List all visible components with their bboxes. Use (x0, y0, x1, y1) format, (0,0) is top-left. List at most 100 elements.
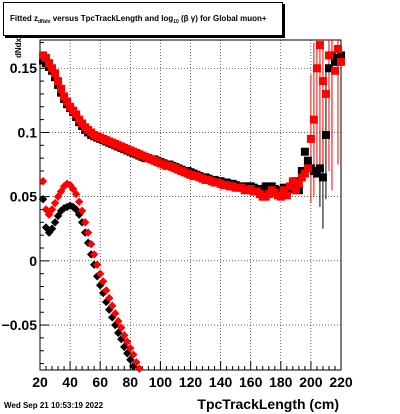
y-tick-label: 0.1 (18, 124, 38, 140)
data-point-square (51, 69, 60, 78)
data-point-square (72, 110, 81, 119)
data-point-square (276, 192, 285, 201)
data-point-diamond (41, 205, 51, 214)
data-point-diamond (132, 358, 141, 367)
x-tick-label: 20 (32, 374, 48, 390)
data-point-diamond (108, 313, 117, 322)
data-point-diamond (59, 204, 69, 213)
data-point-square (324, 64, 333, 73)
data-point-square (63, 97, 72, 106)
data-point-diamond (89, 250, 99, 259)
data-point-square (294, 179, 303, 188)
data-point-diamond (77, 206, 87, 215)
y-tick-label: 0.15 (10, 60, 37, 76)
data-point-diamond (135, 364, 144, 373)
data-point-square (309, 115, 318, 124)
data-point-square (300, 147, 309, 156)
data-point-diamond (38, 195, 48, 204)
x-axis-label: TpcTrackLength (cm) (197, 396, 339, 412)
title-prefix: Fitted z (10, 14, 38, 23)
data-point-diamond (50, 218, 60, 227)
data-point-square (42, 53, 51, 62)
title-suffix: (β γ) for Global muon+ (178, 14, 267, 23)
data-point-diamond (38, 177, 48, 186)
chart-title-box: Fitted zdNdx versus TpcTrackLength and l… (3, 2, 283, 36)
data-point-diamond (44, 228, 54, 237)
y-axis-label: dNdx (14, 38, 23, 58)
data-point-diamond (102, 286, 111, 295)
data-point-square (288, 177, 297, 186)
data-point-diamond (129, 361, 138, 371)
y-tick-label: 0.05 (10, 189, 37, 205)
data-point-diamond (99, 277, 108, 286)
data-point-diamond (80, 218, 90, 227)
data-point-diamond (83, 228, 93, 237)
data-point-square (54, 77, 63, 86)
data-point-diamond (86, 239, 96, 249)
x-tick-label: 80 (123, 374, 139, 390)
data-point-diamond (108, 301, 117, 310)
x-tick-label: 200 (299, 374, 323, 390)
data-point-square (324, 51, 333, 60)
data-point-diamond (96, 281, 105, 290)
data-point-square (315, 164, 324, 173)
x-tick-label: 60 (92, 374, 108, 390)
title-middle: versus TpcTrackLength and log (50, 14, 174, 23)
data-point-diamond (126, 343, 135, 353)
data-point-square (48, 64, 57, 73)
y-tick-label: 0 (29, 253, 37, 269)
data-point-square (303, 164, 312, 173)
data-point-diamond (47, 224, 57, 233)
data-point-diamond (50, 198, 60, 208)
x-tick-label: 160 (239, 374, 263, 390)
data-point-diamond (47, 205, 57, 214)
y-tick-label: −0.05 (2, 317, 38, 333)
data-point-diamond (129, 350, 138, 359)
x-tick-label: 220 (329, 374, 353, 390)
data-point-square (312, 64, 321, 73)
data-point-square (337, 57, 345, 66)
data-point-square (330, 66, 339, 75)
data-point-diamond (117, 334, 126, 344)
data-point-diamond (120, 331, 129, 340)
data-point-diamond (117, 323, 126, 332)
data-point-square (312, 169, 321, 178)
data-point-square (60, 92, 69, 101)
data-point-square (321, 131, 330, 140)
data-point-square (45, 59, 54, 68)
data-point-square (318, 77, 327, 86)
data-point-diamond (111, 309, 120, 318)
x-tick-label: 180 (269, 374, 293, 390)
data-point-diamond (44, 210, 54, 219)
data-point-square (315, 41, 324, 50)
data-point-square (321, 89, 330, 98)
title-subscript-dndx: dNdx (38, 19, 51, 25)
data-point-diamond (114, 317, 123, 326)
data-point-square (318, 173, 327, 182)
data-point-square (337, 51, 345, 60)
data-point-diamond (105, 293, 114, 303)
data-point-diamond (74, 197, 84, 206)
data-point-square (333, 44, 342, 53)
x-tick-label: 100 (149, 374, 173, 390)
timestamp: Wed Sep 21 10:53:19 2022 (4, 401, 104, 410)
data-point-square (303, 156, 312, 165)
data-point-square (279, 186, 288, 195)
data-point-square (285, 182, 294, 191)
data-point-square (57, 84, 66, 93)
grid-lines (40, 40, 341, 370)
x-tick-label: 140 (209, 374, 233, 390)
data-markers (38, 41, 345, 373)
data-point-square (291, 186, 300, 195)
data-point-diamond (53, 211, 63, 221)
data-point-diamond (41, 223, 51, 232)
data-point-square (306, 134, 315, 143)
data-point-diamond (92, 260, 102, 269)
data-point-diamond (74, 210, 84, 219)
data-point-square (300, 169, 309, 178)
axes: 20 40 60 80 100 120 140 160 180 200 220 −0.05 0 0.05 0… (2, 42, 353, 390)
data-point-diamond (62, 179, 72, 189)
x-tick-label: 40 (62, 374, 78, 390)
data-point-square (282, 191, 291, 200)
